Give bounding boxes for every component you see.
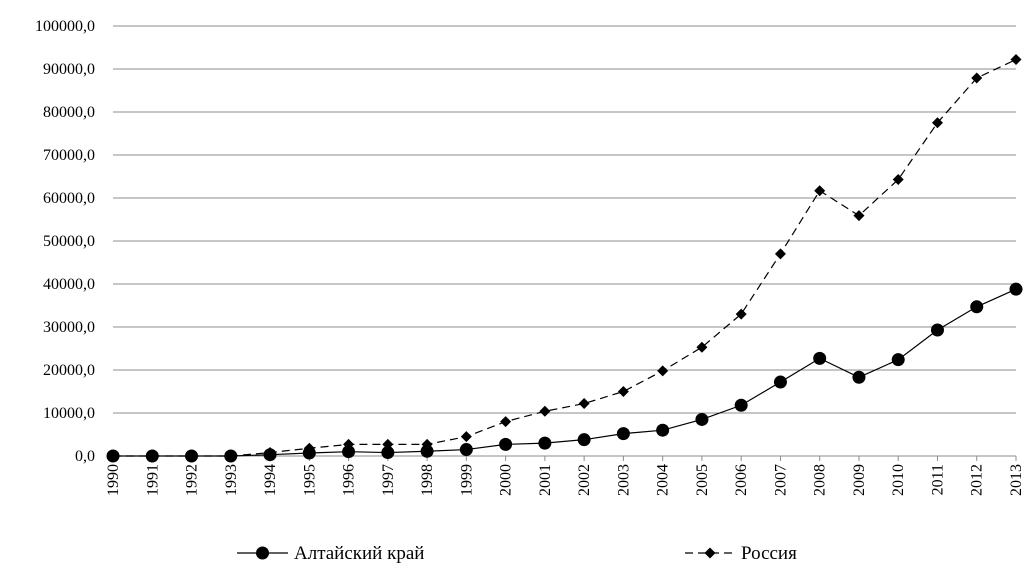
x-tick-label: 1992 [184,464,201,496]
x-tick-label: 1993 [223,464,240,496]
x-tick-label: 1995 [301,464,318,496]
series-line [113,288,1017,457]
data-point [460,431,472,443]
x-tick-label: 1999 [458,464,475,496]
y-tick-label: 100000,0 [35,18,95,35]
x-tick-label: 2010 [890,464,907,496]
data-point [930,323,944,337]
y-tick-label: 90000,0 [43,61,95,78]
data-point [225,450,237,462]
legend-label: Россия [741,543,797,564]
y-tick-label: 70000,0 [43,147,95,164]
series-group [106,54,1023,463]
series-line [113,58,1017,457]
data-point [773,375,787,389]
y-tick-label: 60000,0 [43,190,95,207]
y-tick-label: 30000,0 [43,319,95,336]
data-point [1010,54,1022,66]
data-point [735,308,747,320]
data-point [459,443,473,457]
data-point [539,405,551,417]
x-tick-label: 1996 [341,464,358,496]
x-tick-label: 1994 [262,464,279,496]
legend: Алтайский край Россия [237,543,797,564]
x-tick-label: 2012 [969,464,986,496]
x-tick-label: 2007 [772,464,789,496]
data-point [499,437,513,451]
series-1 [106,282,1023,463]
data-point [892,174,904,186]
data-point [852,370,866,384]
data-point [381,446,395,460]
data-point [657,365,669,377]
data-point [1009,282,1023,296]
data-point [813,351,827,365]
data-point [695,412,709,426]
y-axis-tick-labels: 0,0 10000,0 20000,0 30000,0 40000,0 50000,0 60… [35,18,95,465]
data-point [421,438,433,450]
data-point [853,210,865,222]
data-point [382,438,394,450]
data-point [342,445,356,459]
data-point [616,427,630,441]
data-point [774,248,786,260]
x-tick-label: 2006 [733,464,750,496]
data-point [814,185,826,197]
data-point [931,117,943,129]
data-point [578,398,590,410]
axes [112,455,1017,461]
data-point [734,398,748,412]
x-tick-label: 2005 [694,464,711,496]
legend-marker [256,546,269,560]
data-point [343,438,355,450]
x-axis-tick-labels: 1990 1991 1992 1993 1994 1995 1996 1997 1998 1999… [105,464,1024,496]
data-point [577,433,591,447]
series-2 [107,54,1022,462]
y-tick-label: 0,0 [75,448,95,465]
data-point [107,450,119,462]
data-point [264,447,276,459]
data-point [696,341,708,353]
legend-entry-2: Россия [685,543,797,564]
data-point [538,436,552,450]
data-point [656,423,670,437]
x-tick-label: 2013 [1008,464,1024,496]
data-point [617,386,629,397]
x-tick-label: 2001 [537,464,554,496]
data-point [971,72,983,84]
y-tick-label: 10000,0 [43,405,95,422]
x-tick-label: 1997 [380,464,397,496]
data-point [146,450,158,462]
data-point [970,300,984,314]
data-point [500,416,512,428]
y-tick-label: 50000,0 [43,233,95,250]
x-tick-label: 2008 [812,464,829,496]
x-tick-label: 2003 [615,464,632,496]
y-tick-label: 20000,0 [43,362,95,379]
data-point [186,450,198,462]
data-point [420,444,434,458]
x-tick-label: 1990 [105,464,122,496]
legend-label: Алтайский край [294,543,424,564]
y-tick-label: 40000,0 [43,276,95,293]
data-point [303,442,315,454]
y-tick-label: 80000,0 [43,104,95,121]
x-tick-label: 2009 [851,464,868,496]
legend-marker [704,547,716,559]
x-tick-label: 1991 [144,464,161,496]
gridlines [113,25,1016,414]
data-point [891,353,905,367]
x-tick-label: 2002 [576,464,593,496]
x-tick-label: 2011 [929,464,946,495]
x-tick-label: 2004 [655,464,672,496]
x-tick-label: 1998 [419,464,436,496]
legend-entry-1: Алтайский край [237,543,424,564]
x-tick-label: 2000 [498,464,515,496]
